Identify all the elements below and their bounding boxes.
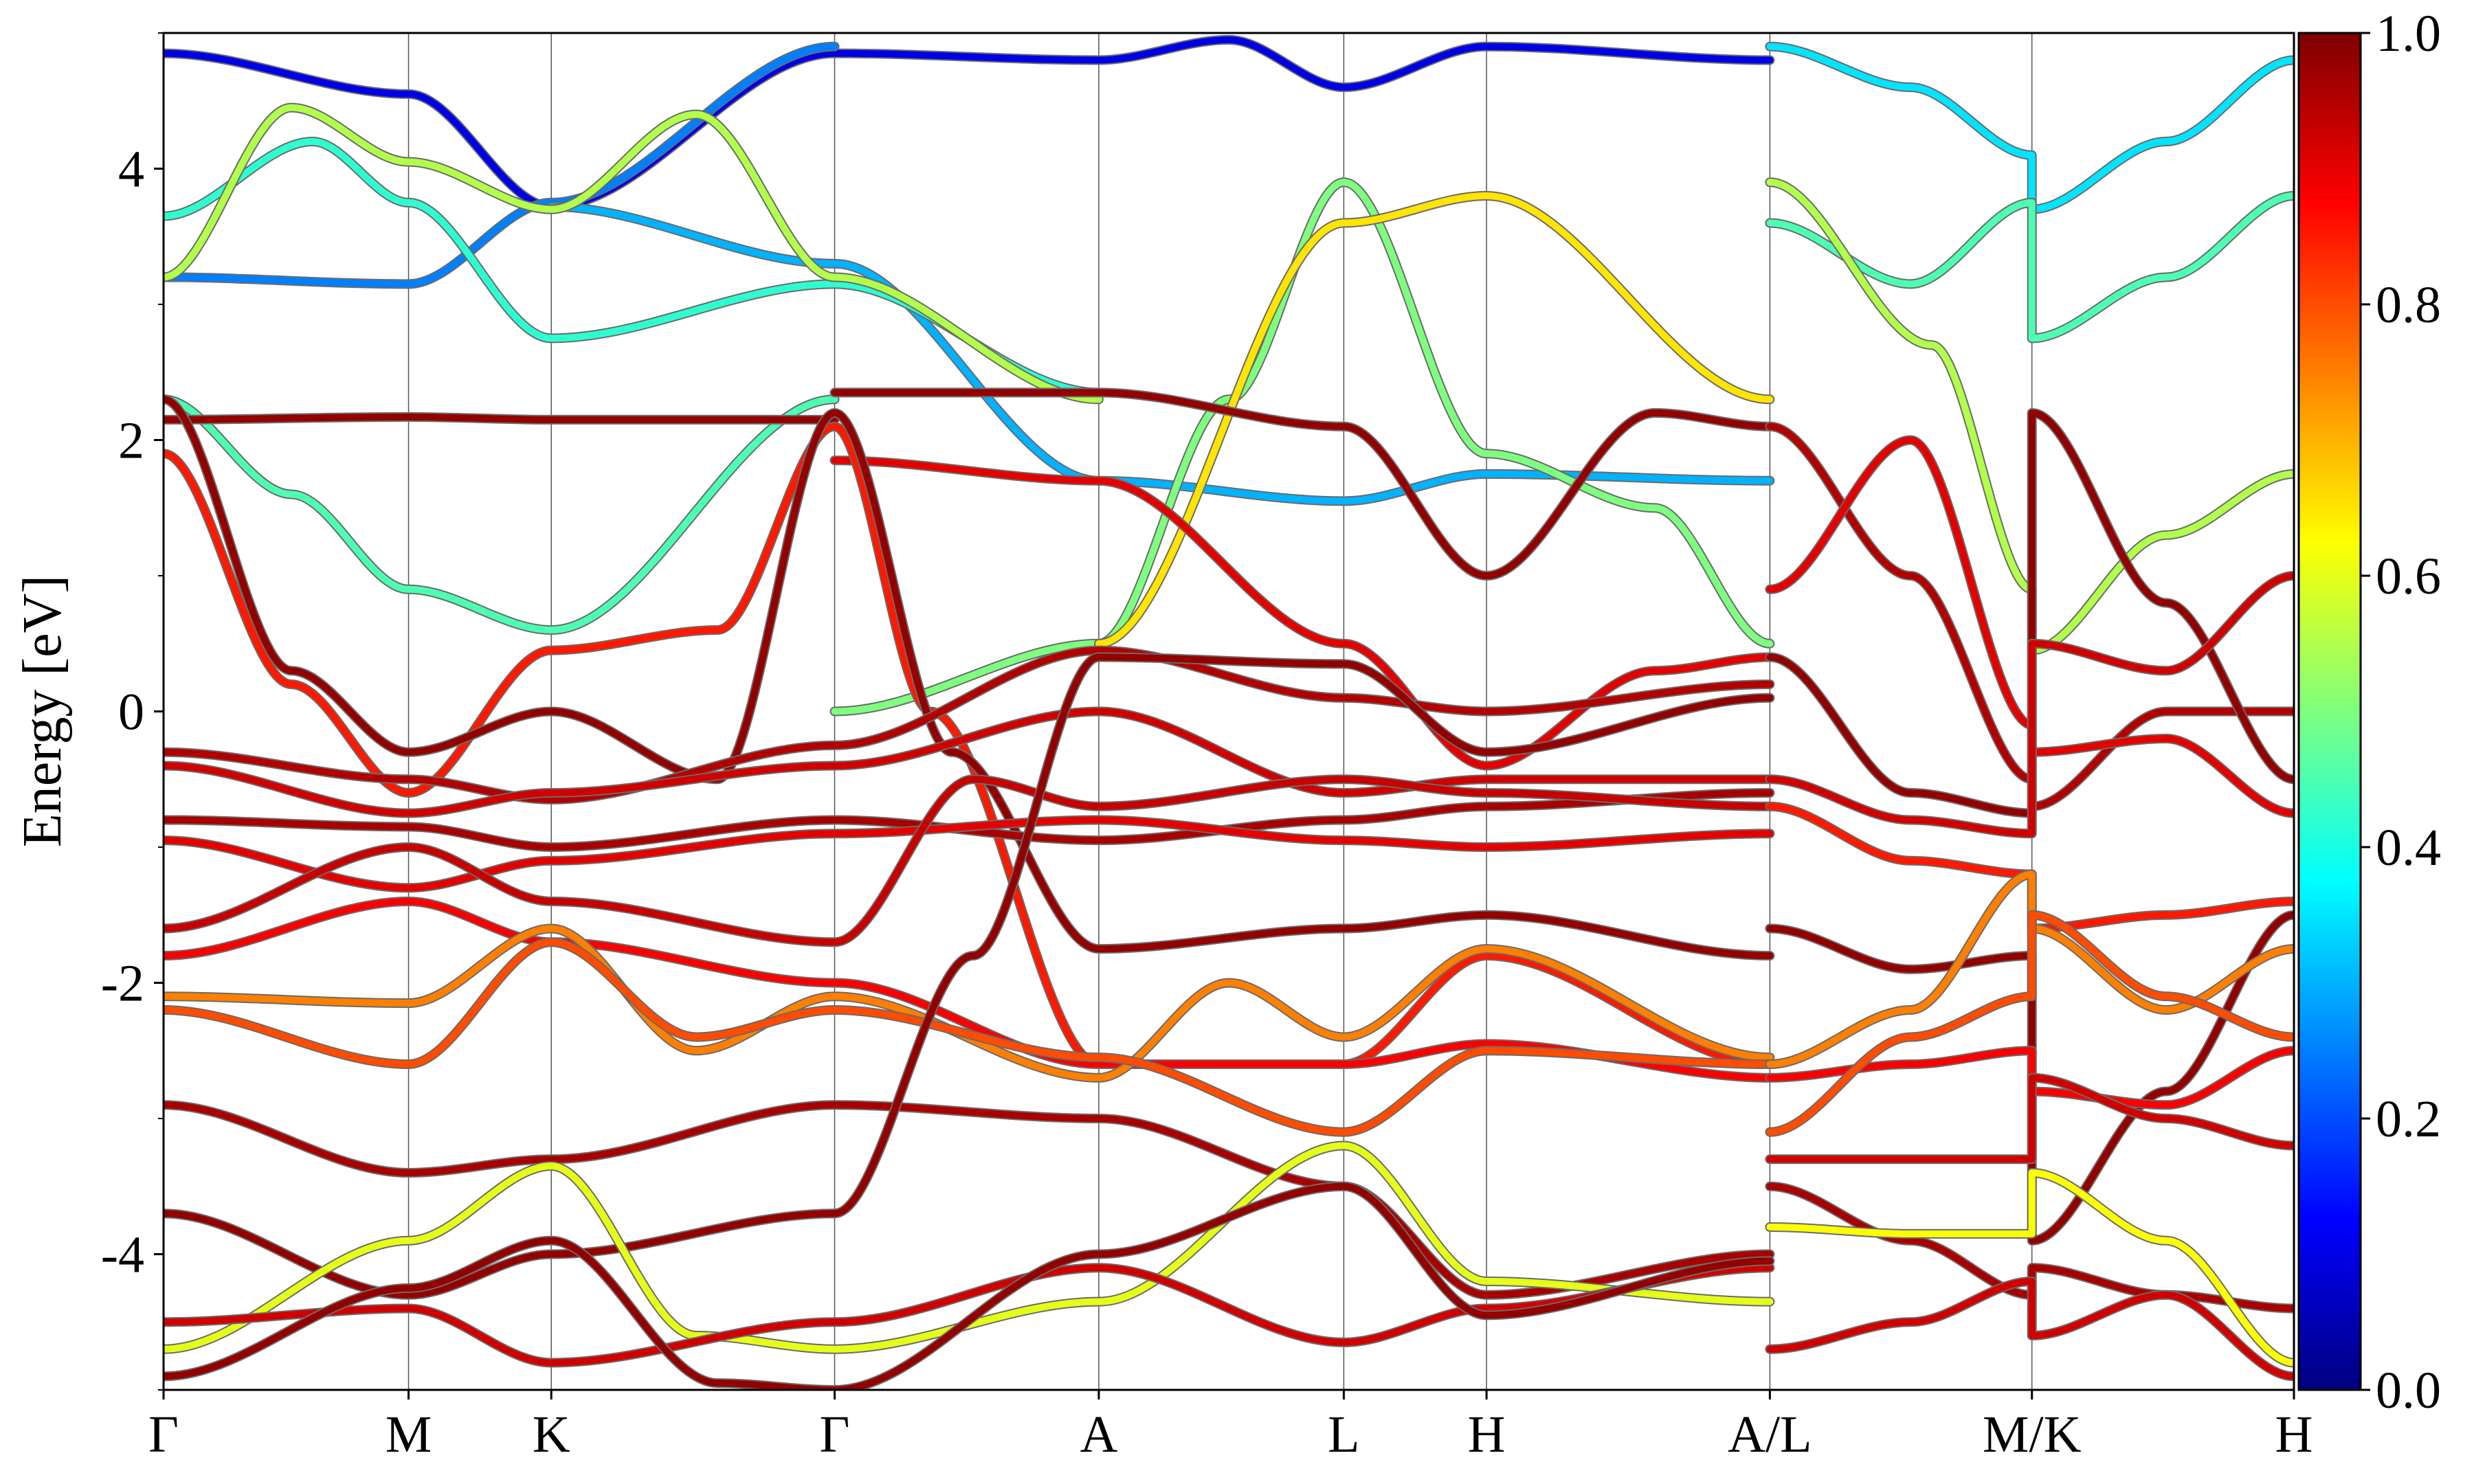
colorbar-ticks: 1.0 0.8 0.6 0.4 0.2 0.0 bbox=[2361, 5, 2441, 1419]
x-tick-label: A/L bbox=[1728, 1406, 1812, 1463]
band-line-38 bbox=[1766, 1074, 2294, 1163]
band-line-2 bbox=[548, 203, 1774, 505]
y-tick-label: -2 bbox=[101, 955, 144, 1013]
band-line-32 bbox=[1766, 572, 2294, 837]
y-tick-label: 2 bbox=[118, 412, 144, 470]
x-tick-label: L bbox=[1328, 1406, 1359, 1463]
x-tick-label: H bbox=[1468, 1406, 1506, 1463]
y-axis-title: Energy [eV] bbox=[12, 575, 73, 847]
band-line-15 bbox=[164, 396, 1774, 959]
band-line-27 bbox=[164, 1264, 1774, 1367]
colorbar-tick-label: 1.0 bbox=[2376, 5, 2441, 63]
x-axis-ticks: Γ M K Γ A L H A/L M/K H bbox=[148, 1390, 2313, 1463]
colorbar bbox=[2297, 32, 2362, 1391]
x-tick-label: A bbox=[1080, 1406, 1117, 1463]
band-line-41 bbox=[1766, 1278, 2294, 1380]
band-line-11 bbox=[164, 413, 838, 423]
band-line-4 bbox=[164, 104, 1102, 403]
band-line-29 bbox=[1766, 423, 2294, 810]
x-tick-label: H bbox=[2275, 1406, 2313, 1463]
band-line-37 bbox=[1766, 911, 2294, 1136]
y-tick-label: 0 bbox=[118, 684, 144, 741]
band-line-40 bbox=[1766, 1169, 2294, 1367]
y-axis-ticks: 4 2 0 -2 -4 bbox=[101, 32, 164, 1391]
band-line-0 bbox=[164, 36, 1774, 210]
band-line-16 bbox=[164, 647, 1774, 803]
band-line-23 bbox=[164, 938, 1774, 1136]
colorbar-tick-label: 0.8 bbox=[2376, 276, 2441, 334]
band-line-25 bbox=[164, 653, 1774, 1298]
y-tick-label: -4 bbox=[101, 1226, 144, 1284]
colorbar-tick-label: 0.0 bbox=[2376, 1362, 2441, 1419]
band-line-9 bbox=[1766, 192, 2294, 342]
band-line-21 bbox=[164, 898, 1774, 1081]
band-line-5 bbox=[164, 396, 838, 633]
band-line-30 bbox=[1766, 409, 2294, 817]
band-line-28 bbox=[164, 1182, 1774, 1390]
band-line-17 bbox=[164, 708, 1774, 817]
band-line-31 bbox=[1766, 436, 2294, 817]
x-tick-label: Γ bbox=[148, 1406, 179, 1463]
band-line-19 bbox=[164, 816, 1774, 892]
band-line-1 bbox=[164, 43, 838, 288]
band-line-34 bbox=[1766, 911, 2294, 1244]
band-line-26 bbox=[164, 1142, 1774, 1353]
band-line-10 bbox=[1766, 179, 2294, 654]
band-line-12 bbox=[831, 389, 1774, 579]
band-line-13 bbox=[831, 457, 1774, 769]
band-line-24 bbox=[164, 1101, 1774, 1298]
x-tick-label: Γ bbox=[820, 1406, 850, 1463]
x-tick-label: M/K bbox=[1983, 1406, 2082, 1463]
colorbar-tick-label: 0.2 bbox=[2376, 1090, 2441, 1148]
colorbar-tick-label: 0.6 bbox=[2376, 548, 2441, 605]
x-tick-label: M bbox=[386, 1406, 432, 1463]
band-line-20 bbox=[164, 776, 1774, 946]
band-lines bbox=[164, 34, 2294, 1390]
x-tick-label: K bbox=[533, 1406, 570, 1463]
y-tick-label: 4 bbox=[118, 141, 144, 199]
colorbar-tick-label: 0.4 bbox=[2376, 819, 2441, 877]
band-line-7 bbox=[1095, 192, 1774, 647]
